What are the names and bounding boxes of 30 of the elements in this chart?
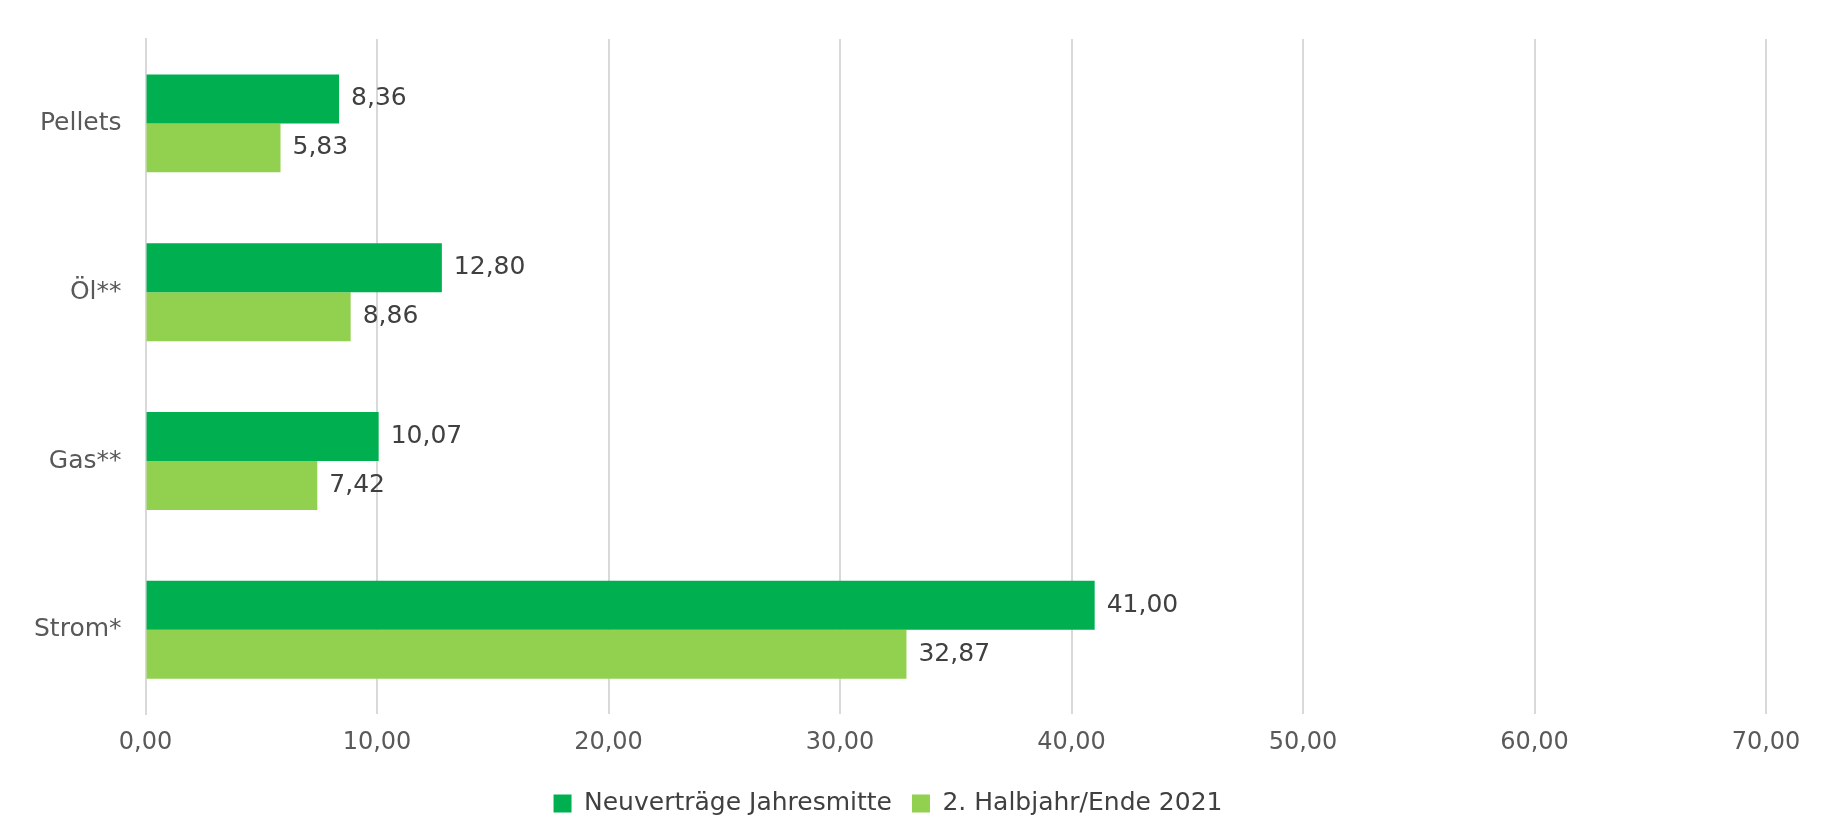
data-label: 8,36 [351,82,407,112]
bar [146,580,1095,630]
data-label: 41,00 [1106,588,1179,618]
y-tick-label: Öl** [69,275,122,305]
data-label: 32,87 [918,637,991,667]
x-tick-label: 30,00 [805,726,875,755]
y-tick-label: Pellets [39,106,122,136]
bar [146,243,442,293]
bar [146,123,281,173]
x-tick-label: 0,00 [118,726,173,755]
legend-label: 2. Halbjahr/Ende 2021 [942,787,1223,816]
bar [146,461,318,510]
y-tick-label: Strom* [33,613,122,643]
y-tick-label: Gas** [48,444,122,474]
data-label: 7,42 [329,468,385,498]
x-tick-label: 60,00 [1500,726,1569,755]
bar [146,292,351,342]
bar [146,74,340,124]
data-label: 5,83 [292,131,349,161]
bar [146,629,907,679]
data-label: 10,07 [390,420,463,450]
data-label: 8,86 [362,300,419,330]
x-tick-label: 50,00 [1268,726,1338,755]
data-label: 12,80 [453,251,526,281]
legend-label: Neuverträge Jahresmitte [584,787,892,816]
x-tick-label: 10,00 [342,726,412,755]
x-tick-label: 40,00 [1037,726,1106,755]
x-tick-label: 20,00 [574,726,643,755]
bar [146,412,379,461]
x-tick-label: 70,00 [1731,726,1801,755]
